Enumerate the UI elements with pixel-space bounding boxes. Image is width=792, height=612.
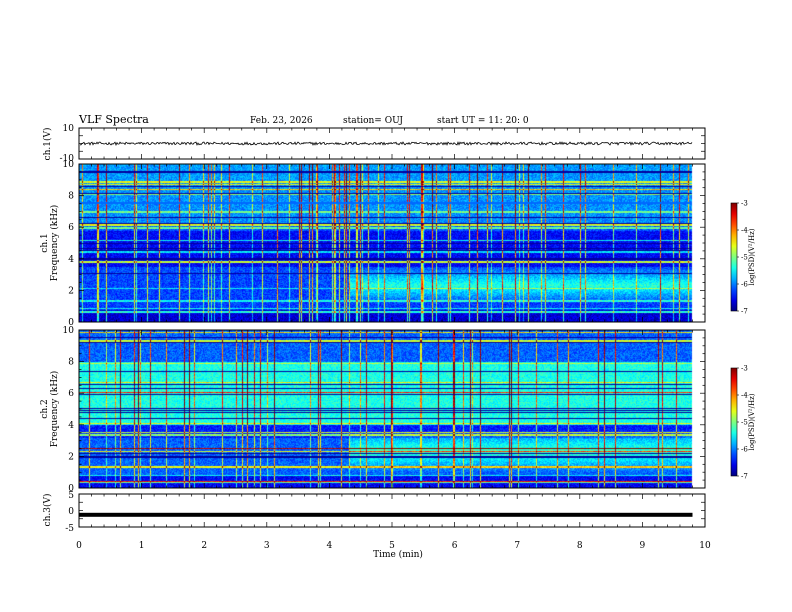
header-date: Feb. 23, 2026 bbox=[250, 116, 313, 126]
ch1-waveform-panel: 10 -10 ch.1(V) bbox=[42, 124, 706, 164]
ch2-spec-channel-label: ch.2 bbox=[40, 399, 50, 418]
ch2-colorbar-gradient bbox=[731, 368, 737, 476]
frequency-tick-label: 2 bbox=[68, 452, 74, 462]
ch3-time-ticks: 0 bbox=[68, 493, 706, 528]
ch1-colorbar-ticks: -3 -4 -5 -6 -7 bbox=[737, 200, 748, 316]
ch2-frequency-ticks: 10 8 6 4 2 0 bbox=[63, 326, 705, 494]
ch3-ytick-zero: 0 bbox=[68, 507, 74, 517]
ch1-time-ticks bbox=[78, 127, 706, 160]
time-tick-label: 3 bbox=[264, 541, 270, 551]
time-tick-label: 0 bbox=[76, 541, 82, 551]
colorbar-tick-label: -4 bbox=[741, 227, 748, 235]
frequency-tick-label: 8 bbox=[68, 358, 74, 368]
time-axis-tick-labels: 0 1 2 3 4 5 6 7 8 9 10 bbox=[76, 541, 711, 551]
colorbar-tick-label: -5 bbox=[741, 419, 748, 427]
colorbar-tick-label: -3 bbox=[741, 200, 748, 208]
ch2-spec-time-ticks bbox=[78, 330, 706, 488]
ch2-spectrogram-image bbox=[79, 330, 705, 488]
frequency-tick-label: 4 bbox=[68, 421, 74, 431]
ch3-ytick-top: 5 bbox=[68, 491, 74, 501]
figure-title: VLF Spectra bbox=[78, 113, 149, 126]
time-tick-label: 6 bbox=[452, 541, 458, 551]
ch1-ytick-top: 10 bbox=[63, 124, 75, 134]
colorbar-tick-label: -7 bbox=[741, 473, 748, 481]
ch1-spec-channel-label: ch.1 bbox=[40, 233, 50, 252]
ch3-waveform-frame bbox=[78, 493, 706, 528]
colorbar-tick-label: -5 bbox=[741, 254, 748, 262]
frequency-tick-label: 10 bbox=[63, 160, 75, 170]
frequency-tick-label: 0 bbox=[68, 484, 74, 494]
ch1-colorbar-gradient bbox=[731, 203, 737, 311]
time-tick-label: 9 bbox=[640, 541, 646, 551]
colorbar-tick-label: -4 bbox=[741, 392, 748, 400]
ch2-spec-ylabel: Frequency (kHz) bbox=[49, 371, 60, 448]
ch3-waveform-trace bbox=[79, 512, 693, 517]
time-tick-label: 4 bbox=[327, 541, 333, 551]
ch3-ytick-bottom: -5 bbox=[65, 524, 74, 534]
ch1-ytick-bottom: -10 bbox=[60, 154, 75, 164]
ch1-spectrogram-panel: 10 8 6 4 2 0 ch.1 Frequency (kHz) bbox=[40, 160, 706, 328]
time-tick-label: 8 bbox=[577, 541, 583, 551]
header-station: station= OUJ bbox=[343, 116, 403, 126]
time-axis-label: Time (min) bbox=[373, 549, 423, 560]
ch2-spectrogram-panel: 10 8 6 4 2 0 ch.2 Frequency (kHz) bbox=[40, 326, 706, 494]
colorbar-tick-label: -6 bbox=[741, 446, 748, 454]
frequency-tick-label: 10 bbox=[63, 326, 75, 336]
time-tick-label: 1 bbox=[139, 541, 145, 551]
frequency-tick-label: 0 bbox=[68, 318, 74, 328]
ch2-colorbar: -3 -4 -5 -6 -7 log(PSD)(V²/Hz) bbox=[730, 365, 756, 481]
ch1-waveform-trace bbox=[80, 141, 693, 146]
ch1-spec-ylabel: Frequency (kHz) bbox=[49, 205, 60, 282]
ch1-spec-time-ticks bbox=[78, 164, 706, 322]
frequency-tick-label: 4 bbox=[68, 255, 74, 265]
ch2-colorbar-label: log(PSD)(V²/Hz) bbox=[748, 393, 756, 450]
header-start-ut: start UT = 11: 20: 0 bbox=[437, 116, 529, 126]
time-tick-label: 5 bbox=[389, 541, 395, 551]
ch1-colorbar: -3 -4 -5 -6 -7 log(PSD)(V²/Hz) bbox=[730, 200, 756, 316]
colorbar-tick-label: -7 bbox=[741, 308, 748, 316]
ch1-spectrogram-image bbox=[79, 164, 705, 322]
ch1-frequency-ticks: 10 8 6 4 2 0 bbox=[63, 160, 705, 328]
ch2-colorbar-ticks: -3 -4 -5 -6 -7 bbox=[737, 365, 748, 481]
time-tick-label: 2 bbox=[201, 541, 207, 551]
ch1-colorbar-label: log(PSD)(V²/Hz) bbox=[748, 228, 756, 285]
ch3-ylabel: ch.3(V) bbox=[42, 494, 53, 527]
frequency-tick-label: 6 bbox=[68, 389, 74, 399]
time-tick-label: 10 bbox=[699, 541, 711, 551]
frequency-tick-label: 6 bbox=[68, 223, 74, 233]
colorbar-tick-label: -6 bbox=[741, 281, 748, 289]
frequency-tick-label: 8 bbox=[68, 192, 74, 202]
colorbar-tick-label: -3 bbox=[741, 365, 748, 373]
ch3-waveform-panel: 5 -5 ch.3(V) 0 bbox=[42, 491, 706, 534]
ch1-ylabel: ch.1(V) bbox=[42, 128, 53, 161]
frequency-tick-label: 2 bbox=[68, 286, 74, 296]
time-tick-label: 7 bbox=[514, 541, 520, 551]
